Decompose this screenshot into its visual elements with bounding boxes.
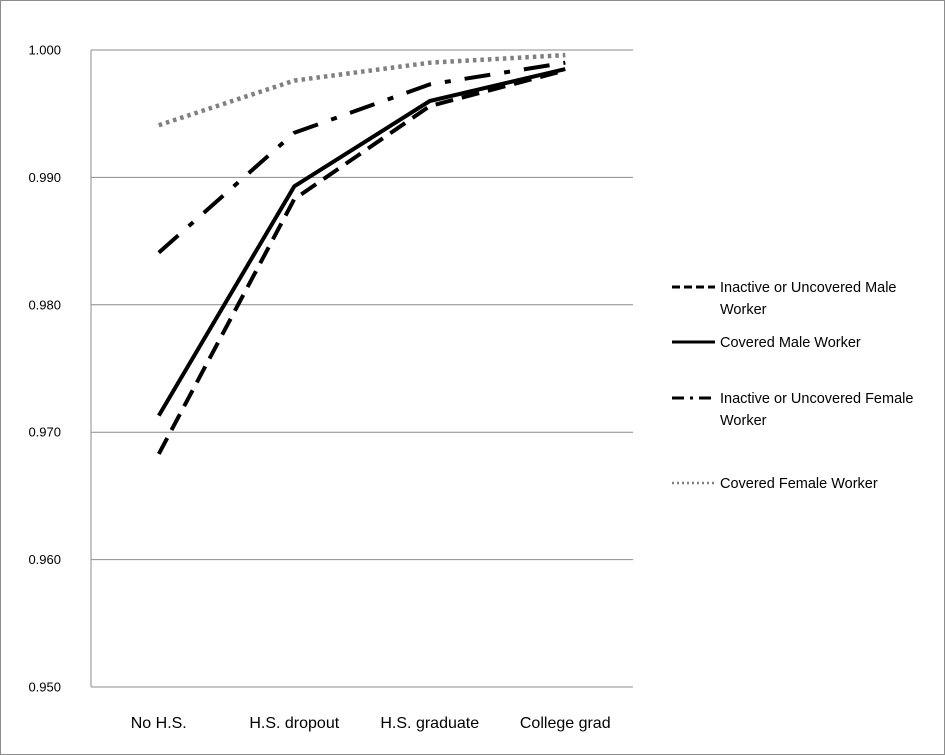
y-tick-label: 1.000 [28,43,61,58]
y-tick-label: 0.990 [28,170,61,185]
y-tick-label: 0.980 [28,297,61,312]
legend-label: Covered Female Worker [720,476,878,492]
x-category-label: No H.S. [131,715,187,732]
series-line-4 [158,52,566,128]
plot-series [157,52,566,455]
legend-label: Inactive or Uncovered Female [720,391,913,407]
x-axis-categories: No H.S. H.S. dropout H.S. graduate College … [131,715,611,732]
series-line-3 [157,60,566,255]
legend-label: Worker [720,413,767,429]
y-axis-ticks: 0.950 0.960 0.970 0.980 0.990 1.000 [28,43,61,695]
y-tick-label: 0.960 [28,552,61,567]
gridlines [90,49,633,688]
legend-label: Inactive or Uncovered Male [720,280,897,296]
x-category-label: College grad [520,715,611,732]
series-line-1 [157,68,566,455]
legend-label: Covered Male Worker [720,335,861,351]
y-tick-label: 0.950 [28,680,61,695]
y-tick-label: 0.970 [28,425,61,440]
x-category-label: H.S. dropout [249,715,339,732]
legend-label: Worker [720,302,767,318]
legend: Inactive or Uncovered Male Worker Covered … [672,280,913,492]
series-line-2 [157,67,566,417]
x-category-label: H.S. graduate [380,715,479,732]
